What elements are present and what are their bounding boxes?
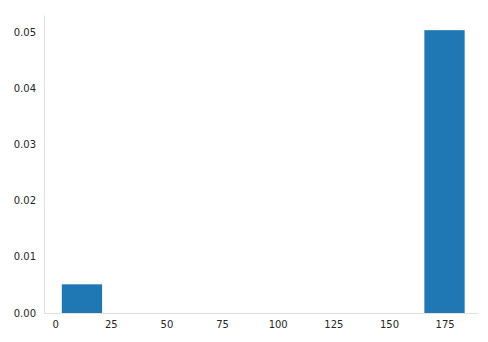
tick-label: 0.00 bbox=[14, 308, 36, 319]
x-tick: 75 bbox=[216, 313, 229, 330]
y-tick: 0.03 bbox=[14, 139, 44, 150]
y-tick: 0.02 bbox=[14, 195, 44, 206]
bar bbox=[142, 313, 182, 314]
tick-label: 75 bbox=[216, 319, 229, 330]
tick-label: 0.05 bbox=[14, 27, 36, 38]
x-tick: 25 bbox=[105, 313, 118, 330]
bar bbox=[384, 313, 424, 314]
tick-label: 25 bbox=[105, 319, 118, 330]
tick-label: 150 bbox=[380, 319, 399, 330]
tick-label: 0.01 bbox=[14, 251, 36, 262]
x-tick: 50 bbox=[161, 313, 174, 330]
y-tick: 0.05 bbox=[14, 27, 44, 38]
x-tick: 175 bbox=[436, 313, 455, 330]
tick-label: 125 bbox=[324, 319, 343, 330]
bar bbox=[183, 313, 223, 314]
tick-label: 0.04 bbox=[14, 83, 36, 94]
x-tick: 100 bbox=[269, 313, 288, 330]
x-tick: 150 bbox=[380, 313, 399, 330]
bar bbox=[102, 313, 142, 314]
bar bbox=[344, 313, 384, 314]
y-tick: 0.04 bbox=[14, 83, 44, 94]
y-axis: 0.00 0.01 0.02 0.03 0.04 0.05 bbox=[14, 16, 45, 319]
tick-label: 0.02 bbox=[14, 195, 36, 206]
bar bbox=[304, 313, 344, 314]
axis-line bbox=[44, 16, 45, 314]
bar bbox=[223, 313, 263, 314]
tick-label: 175 bbox=[436, 319, 455, 330]
x-tick: 0 bbox=[52, 313, 58, 330]
chart: 02550751001251501750.000.010.020.030.040… bbox=[0, 0, 488, 342]
bar bbox=[424, 30, 464, 313]
tick-label: 0.03 bbox=[14, 139, 36, 150]
y-tick: 0.00 bbox=[14, 308, 44, 319]
tick-label: 100 bbox=[269, 319, 288, 330]
x-tick: 125 bbox=[324, 313, 343, 330]
bar bbox=[263, 313, 303, 314]
axis-line bbox=[45, 313, 479, 314]
tick-label: 50 bbox=[161, 319, 174, 330]
tick-label: 0 bbox=[52, 319, 58, 330]
y-tick: 0.01 bbox=[14, 251, 44, 262]
bars bbox=[62, 30, 465, 313]
x-axis: 0 25 50 75 100 125 150 175 bbox=[45, 313, 479, 330]
bar bbox=[62, 284, 102, 313]
